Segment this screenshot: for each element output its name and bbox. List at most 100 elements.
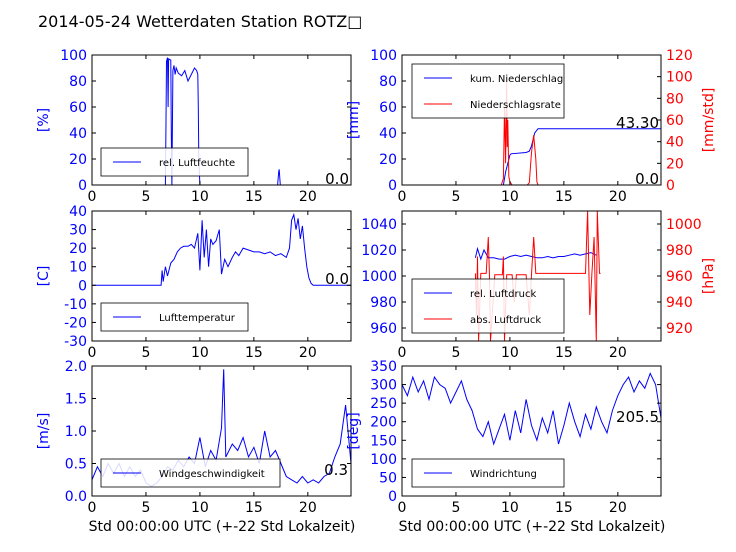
y-tick-label: 20 — [69, 152, 87, 168]
x-axis-label-left: Std 00:00:00 UTC (+-22 Std Lokalzeit) — [89, 519, 356, 535]
axes-frame-temperature — [91, 210, 352, 342]
x-tick-label: 20 — [609, 189, 627, 205]
legend-label: Windgeschwindigkeit — [159, 469, 265, 480]
series-line-precipitation-0 — [402, 128, 661, 185]
x-tick-label: 5 — [141, 500, 150, 516]
legend-box — [411, 278, 565, 334]
y-tick-label: 80 — [69, 74, 87, 90]
y-tick-label: 1.0 — [65, 424, 87, 440]
y-tick-label: 40 — [69, 126, 87, 142]
legend-label: kum. Niederschlag — [470, 74, 563, 85]
x-tick-label: 5 — [451, 500, 460, 516]
x-tick-label: 0 — [398, 189, 407, 205]
axes-frame-humidity — [91, 54, 352, 186]
x-tick-label: 5 — [451, 189, 460, 205]
y-tick-label: 1040 — [361, 217, 397, 233]
x-axis-label-right: Std 00:00:00 UTC (+-22 Std Lokalzeit) — [399, 519, 666, 535]
value-annotation: 43.30 — [616, 114, 659, 132]
legend-label: abs. Luftdruck — [470, 315, 541, 326]
x-tick-label: 10 — [191, 345, 209, 361]
y-right-tick-label: 940 — [666, 295, 693, 311]
y-tick-label: 20 — [69, 241, 87, 257]
y-tick-label: 0 — [78, 178, 87, 194]
y-right-tick-label: 40 — [666, 135, 684, 151]
legend-label: rel. Luftfeuchte — [159, 158, 235, 169]
y-right-tick-label: 80 — [666, 91, 684, 107]
legend-label: Windrichtung — [470, 469, 537, 480]
y-tick-label: 0 — [78, 278, 87, 294]
x-tick-label: 0 — [398, 500, 407, 516]
y-right-axis-label: [hPa] — [701, 258, 717, 294]
x-tick-label: 5 — [141, 189, 150, 205]
y-tick-label: 250 — [370, 396, 397, 412]
value-annotation: 205.5 — [616, 408, 659, 426]
x-tick-label: 5 — [141, 345, 150, 361]
y-tick-label: 980 — [370, 295, 397, 311]
x-tick-label: 10 — [191, 189, 209, 205]
y-tick-label: 40 — [379, 126, 397, 142]
value-annotation: 0.0 — [325, 270, 349, 288]
y-tick-label: -10 — [64, 297, 87, 313]
panel-humidity: 0 5 10 15 20 0 20 40 60 80 100 [%] rel. Luftfeuchte 0… — [36, 48, 352, 205]
y-tick-label: 100 — [370, 452, 397, 468]
x-tick-label: 10 — [191, 500, 209, 516]
x-tick-label: 5 — [451, 345, 460, 361]
y-tick-label: 20 — [379, 152, 397, 168]
x-tick-label: 10 — [501, 345, 519, 361]
y-tick-label: 200 — [370, 415, 397, 431]
x-tick-label: 15 — [555, 189, 573, 205]
y-tick-label: 0.0 — [65, 489, 87, 505]
y-tick-label: 1.5 — [65, 392, 87, 408]
panel-pressure: 0 5 10 15 20 960 980 1000 1020 1040 920 940 960 980 10… — [361, 210, 717, 361]
value-annotation: 0.0 — [325, 170, 349, 188]
panel-wind_direction: 0 5 10 15 20050100150200250300350[deg]Windri… — [346, 359, 662, 516]
y-right-tick-label: 20 — [666, 156, 684, 172]
x-tick-label: 15 — [245, 345, 263, 361]
y-right-tick-label: 100 — [666, 70, 693, 86]
x-tick-label: 15 — [555, 500, 573, 516]
y-tick-label: -20 — [64, 315, 87, 331]
y-right-tick-label: 920 — [666, 321, 693, 337]
value-annotation-2: 0.0 — [635, 170, 659, 188]
legend-box — [411, 63, 565, 119]
x-tick-label: 15 — [245, 500, 263, 516]
y-tick-label: 1000 — [361, 269, 397, 285]
legend-label: Lufttemperatur — [159, 313, 236, 324]
axes-frame-wind_direction — [401, 365, 662, 497]
x-tick-label: 20 — [609, 500, 627, 516]
x-tick-label: 10 — [501, 189, 519, 205]
legend-label: rel. Luftdruck — [470, 289, 536, 300]
x-tick-label: 0 — [88, 500, 97, 516]
y-tick-label: 960 — [370, 321, 397, 337]
y-tick-label: 300 — [370, 378, 397, 394]
y-tick-label: 40 — [69, 204, 87, 220]
y-tick-label: 150 — [370, 433, 397, 449]
legend-label: Niederschlagsrate — [470, 100, 561, 111]
value-annotation: 0.3 — [324, 461, 348, 479]
series-line-humidity-0 — [92, 57, 351, 185]
y-tick-label: 350 — [370, 359, 397, 375]
y-right-tick-label: 960 — [666, 269, 693, 285]
x-tick-label: 0 — [88, 345, 97, 361]
y-tick-label: 0.5 — [65, 457, 87, 473]
y-tick-label: 10 — [69, 260, 87, 276]
panel-wind_speed: 0 5 10 15 20 0.0 0.5 1.0 1.5 2.0 [m/s] Windgeschwin… — [36, 359, 352, 516]
panel-temperature: 0 5 10 15 20 -30 -20 -10 0 10 20 30 40 [C] Lufttempera… — [36, 204, 352, 361]
x-tick-label: 0 — [398, 345, 407, 361]
y-tick-label: -30 — [64, 334, 87, 350]
y-tick-label: 50 — [379, 470, 397, 486]
y-tick-label: 60 — [379, 100, 397, 116]
x-tick-label: 20 — [609, 345, 627, 361]
figure-title: 2014-05-24 Wetterdaten Station ROTZ□ — [38, 12, 362, 31]
y-tick-label: 0 — [388, 489, 397, 505]
series-line-pressure-0 — [474, 246, 597, 261]
y-right-tick-label: 120 — [666, 48, 693, 64]
x-tick-label: 15 — [245, 189, 263, 205]
y-tick-label: 0 — [388, 178, 397, 194]
y-axis-label: [m/s] — [36, 413, 52, 450]
x-tick-label: 0 — [88, 189, 97, 205]
y-axis-label: [mm] — [346, 101, 362, 139]
y-right-tick-label: 980 — [666, 243, 693, 259]
